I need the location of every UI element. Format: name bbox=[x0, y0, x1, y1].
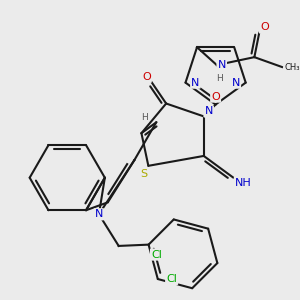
Text: H: H bbox=[141, 113, 148, 122]
Text: N: N bbox=[191, 78, 200, 88]
Text: Cl: Cl bbox=[151, 250, 162, 260]
Text: NH: NH bbox=[235, 178, 252, 188]
Text: N: N bbox=[218, 60, 226, 70]
Text: O: O bbox=[142, 72, 151, 82]
Text: CH₃: CH₃ bbox=[284, 62, 300, 71]
Text: Cl: Cl bbox=[166, 274, 177, 284]
Text: S: S bbox=[140, 169, 147, 179]
Text: N: N bbox=[232, 78, 240, 88]
Text: O: O bbox=[211, 92, 220, 102]
Text: N: N bbox=[205, 106, 213, 116]
Text: H: H bbox=[216, 74, 223, 83]
Text: N: N bbox=[95, 209, 103, 219]
Text: O: O bbox=[260, 22, 268, 32]
